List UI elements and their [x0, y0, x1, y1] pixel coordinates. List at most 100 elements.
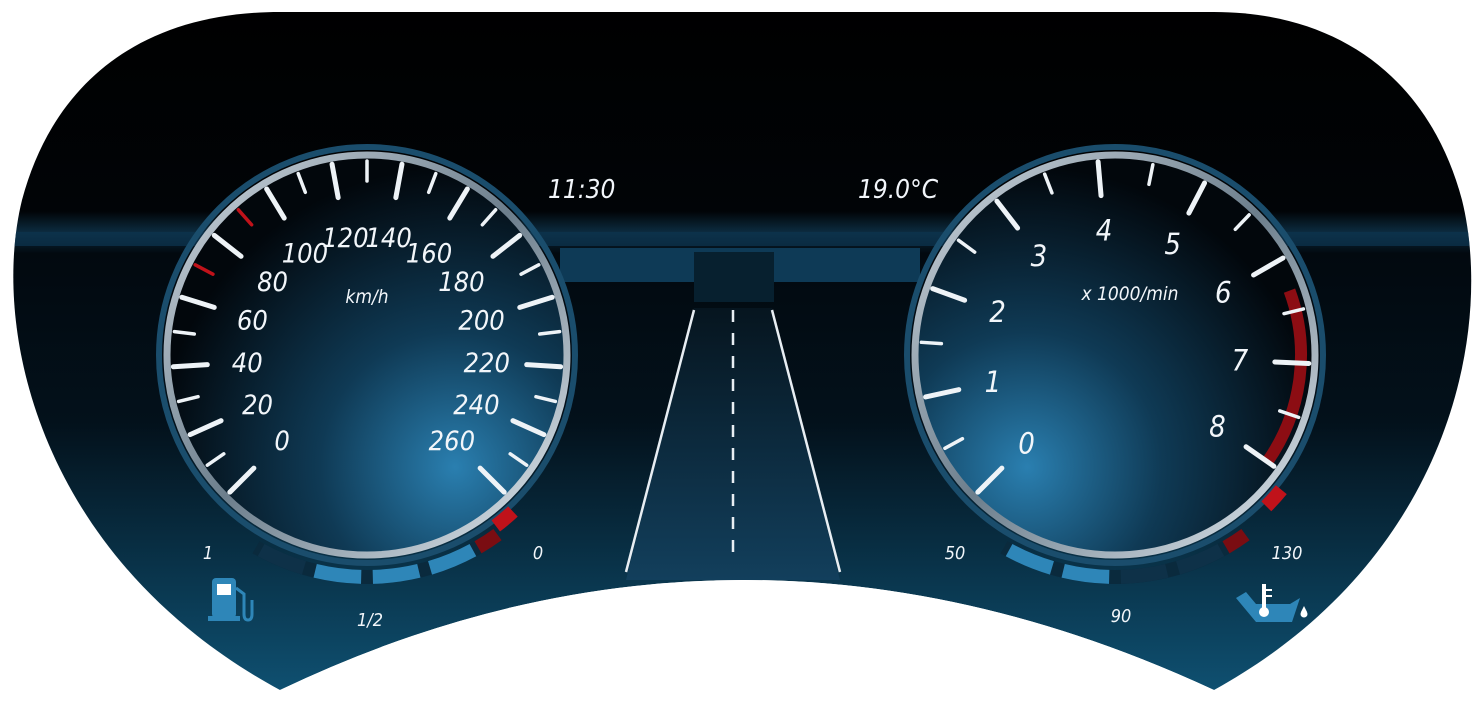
speed-minor-tick — [176, 394, 200, 404]
speed-minor-tick — [172, 329, 197, 336]
outside-temperature: 19.0°C — [858, 175, 939, 205]
speed-unit: km/h — [345, 286, 388, 308]
fuel-segment — [372, 564, 421, 584]
speed-label: 100 — [282, 238, 328, 269]
rpm-label: 5 — [1164, 227, 1181, 261]
speed-major-tick — [524, 362, 564, 370]
temperature-label-low: 50 — [945, 543, 966, 564]
speed-label: 180 — [438, 267, 484, 298]
coolant-temperature-icon — [1236, 584, 1308, 622]
temperature-segment — [1005, 543, 1055, 575]
speed-minor-tick — [296, 171, 308, 195]
speed-major-tick — [517, 294, 555, 310]
clock-readout: 11:30 — [548, 175, 615, 205]
fuel-segment — [313, 564, 362, 584]
rpm-label: 7 — [1232, 343, 1249, 377]
road-left-edge — [624, 309, 696, 573]
speed-label: 0 — [274, 426, 289, 457]
speed-major-tick — [264, 186, 287, 221]
rpm-minor-tick — [919, 340, 944, 346]
speed-major-tick — [170, 362, 210, 370]
speedometer-bezel — [163, 151, 571, 559]
center-cutout — [280, 580, 1214, 704]
rpm-label: 8 — [1209, 410, 1226, 444]
rpm-major-tick — [975, 465, 1005, 495]
speed-major-tick — [329, 161, 341, 201]
temperature-segment — [1175, 543, 1225, 575]
speed-label: 60 — [237, 305, 268, 336]
speed-minor-tick — [193, 263, 215, 276]
rpm-major-tick — [1095, 159, 1104, 199]
rpm-major-tick — [930, 286, 968, 303]
rpm-major-tick — [923, 387, 962, 400]
speed-minor-tick — [537, 329, 562, 336]
speed-label: 40 — [232, 348, 263, 379]
rpm-label: 6 — [1215, 276, 1232, 310]
fuel-segment — [427, 543, 477, 575]
rpm-label: 0 — [1018, 426, 1035, 460]
speed-major-tick — [179, 294, 217, 310]
speed-minor-tick — [534, 394, 558, 404]
speedometer-outer-ring — [156, 144, 578, 566]
speed-minor-tick — [480, 208, 498, 227]
rpm-label: 2 — [989, 295, 1006, 329]
temperature-label-mid: 90 — [1111, 606, 1132, 627]
tachometer-outer-ring — [904, 144, 1326, 566]
fuel-label-empty: 0 — [533, 543, 543, 564]
fuel-gauge: 1 1/2 0 — [203, 528, 543, 631]
road-right-edge — [770, 309, 842, 573]
road-far-segment — [694, 252, 774, 302]
speed-minor-tick — [426, 171, 438, 195]
speed-major-tick — [227, 465, 257, 495]
fuel-label-full: 1 — [203, 543, 213, 564]
fuel-segment — [257, 543, 307, 575]
fuel-pump-icon — [208, 578, 254, 622]
speed-label: 200 — [458, 305, 504, 336]
rpm-redline-marker — [1261, 485, 1287, 512]
speed-label: 140 — [365, 223, 411, 254]
rpm-major-tick — [994, 198, 1021, 231]
rpm-minor-tick — [1042, 172, 1054, 195]
rpm-label: 1 — [985, 365, 1002, 399]
speed-minor-tick — [236, 208, 254, 227]
rpm-major-tick — [1272, 359, 1312, 366]
fuel-label-half: 1/2 — [357, 610, 383, 631]
speed-minor-tick — [519, 263, 541, 276]
fuel-reserve-marker — [474, 528, 502, 554]
temperature-high-marker — [1222, 528, 1250, 554]
speed-major-tick — [447, 186, 470, 221]
speed-redline-marker — [491, 506, 518, 532]
rpm-major-tick — [1251, 255, 1286, 278]
speed-major-tick — [490, 232, 523, 259]
rpm-major-tick — [1243, 444, 1277, 469]
road-graphic — [560, 248, 920, 580]
rpm-minor-tick — [1147, 162, 1155, 187]
speed-label: 220 — [464, 348, 510, 379]
rpm-minor-tick — [1233, 213, 1251, 232]
rpm-minor-tick — [943, 436, 965, 451]
speed-label: 80 — [257, 267, 288, 298]
temperature-label-high: 130 — [1272, 543, 1303, 564]
speed-label: 160 — [406, 238, 452, 269]
temperature-segment — [1120, 564, 1169, 584]
speed-major-tick — [510, 418, 547, 438]
rpm-label: 3 — [1031, 239, 1048, 273]
rpm-minor-tick — [956, 238, 977, 254]
speedometer-face — [167, 155, 567, 555]
tachometer-face — [915, 155, 1315, 555]
speed-minor-tick — [205, 452, 226, 467]
rpm-unit: x 1000/min — [1080, 283, 1178, 305]
speed-major-tick — [187, 418, 224, 438]
speed-label: 240 — [453, 390, 499, 421]
rpm-minor-tick — [1278, 409, 1301, 420]
speed-minor-tick — [508, 452, 529, 467]
speed-label: 120 — [322, 223, 368, 254]
speed-major-tick — [477, 465, 507, 495]
rpm-major-tick — [1186, 180, 1208, 216]
rpm-minor-tick — [1282, 307, 1306, 316]
tachometer-bezel — [911, 151, 1319, 559]
speed-label: 260 — [429, 426, 475, 457]
speed-major-tick — [393, 161, 405, 201]
